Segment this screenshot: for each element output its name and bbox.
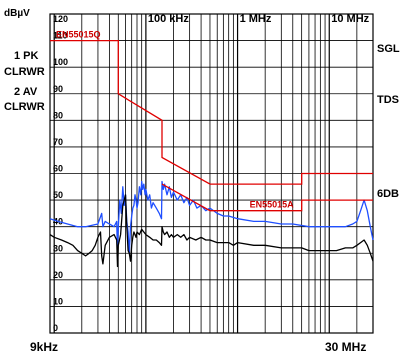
trace-2-label: 2 AV xyxy=(14,86,38,98)
y-tick-label: 90 xyxy=(53,84,63,94)
sgl-indicator: SGL xyxy=(377,43,400,55)
x-tick-label: 1 MHz xyxy=(240,13,272,25)
y-tick-label: 30 xyxy=(53,243,63,253)
y-tick-label: 110 xyxy=(53,31,68,41)
start-frequency-label: 9kHz xyxy=(30,340,59,354)
limit-label-qp: EN55015Q xyxy=(56,30,101,40)
peak-trace xyxy=(49,180,374,254)
trace-2-mode: CLRWR xyxy=(4,101,45,113)
tds-indicator: TDS xyxy=(377,94,399,106)
6db-indicator: 6DB xyxy=(377,188,400,200)
x-tick-label: 100 kHz xyxy=(148,13,189,25)
y-tick-label: 80 xyxy=(53,110,63,120)
y-tick-label: 10 xyxy=(53,296,63,306)
y-tick-label: 50 xyxy=(53,190,63,200)
trace-1-label: 1 PK xyxy=(14,50,39,62)
stop-frequency-label: 30 MHz xyxy=(325,340,367,354)
y-unit-label: dBµV xyxy=(4,8,30,19)
y-tick-label: 20 xyxy=(53,270,63,280)
y-tick-label: 70 xyxy=(53,137,63,147)
trace-1-mode: CLRWR xyxy=(4,66,45,78)
y-tick-label: 100 xyxy=(53,57,68,67)
x-tick-label: 10 MHz xyxy=(331,13,369,25)
y-tick-label: 0 xyxy=(53,323,58,333)
limit-line-av xyxy=(161,183,373,212)
average-trace xyxy=(49,194,374,268)
y-tick-label: 120 xyxy=(53,14,68,24)
y-tick-label: 60 xyxy=(53,164,63,174)
limit-line-qp xyxy=(50,39,373,185)
limit-label-av: EN55015A xyxy=(250,200,295,210)
